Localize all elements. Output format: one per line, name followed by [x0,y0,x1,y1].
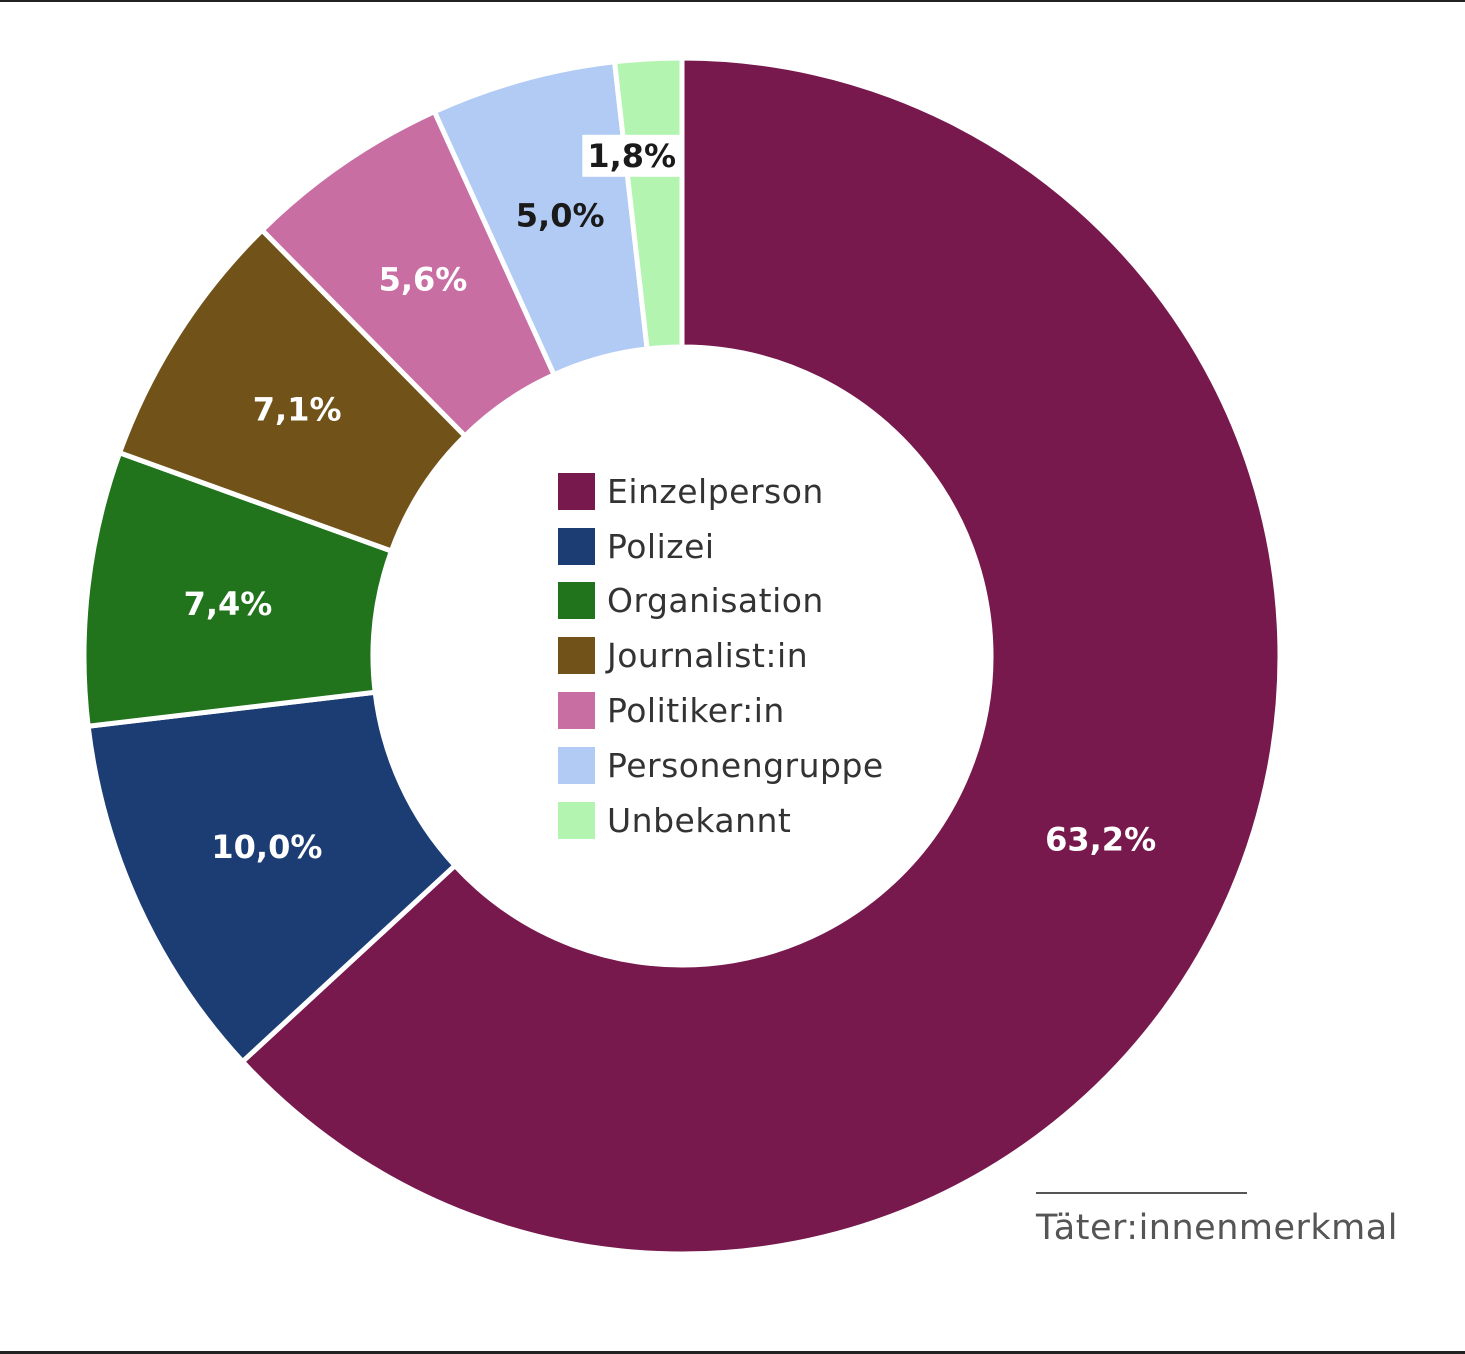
legend-swatch [558,637,595,675]
data-label-personengruppe: 5,0% [516,197,605,235]
slice-polizei [85,689,458,1065]
data-label-unbekannt: 1,8% [587,137,676,175]
legend-swatch [558,472,595,510]
legend-swatch [558,527,595,565]
top-border [0,0,1465,2]
data-label-politiker-in: 5,6% [379,260,468,298]
source-divider [1036,1192,1247,1194]
legend-item-einzelperson: Einzelperson [558,464,884,519]
legend-swatch [558,582,595,620]
legend-label: Unbekannt [607,800,792,840]
legend: Einzelperson Polizei Organisation Journalis… [558,464,884,848]
legend-item-journalist-in: Journalist:in [558,628,884,683]
slice-unbekannt [612,55,685,352]
data-label-background [582,134,682,177]
legend-swatch [558,746,595,784]
bottom-border [0,1351,1465,1354]
slice-einzelperson [240,55,1283,1257]
data-label-polizei: 10,0% [211,828,322,866]
data-label-organisation: 7,4% [184,585,273,623]
legend-label: Organisation [607,581,824,621]
data-labels: 63,2% 10,0% 7,4% 7,1% 5,6% 5,0% 1,8% [184,134,1156,866]
legend-swatch [558,692,595,730]
legend-item-polizei: Polizei [558,519,884,574]
legend-label: Journalist:in [607,636,809,676]
legend-item-personengruppe: Personengruppe [558,738,884,793]
data-label-einzelperson: 63,2% [1045,820,1156,858]
legend-label: Polizei [607,526,715,566]
legend-swatch [558,801,595,839]
slices [81,55,1283,1257]
legend-item-organisation: Organisation [558,574,884,629]
legend-item-unbekannt: Unbekannt [558,793,884,848]
legend-label: Politiker:in [607,691,785,731]
source-note: Täter:innenmerkmal [1036,1208,1398,1248]
legend-item-politiker-in: Politiker:in [558,683,884,738]
legend-label: Einzelperson [607,471,824,511]
data-label-journalist-in: 7,1% [253,391,342,429]
legend-label: Personengruppe [607,745,884,785]
